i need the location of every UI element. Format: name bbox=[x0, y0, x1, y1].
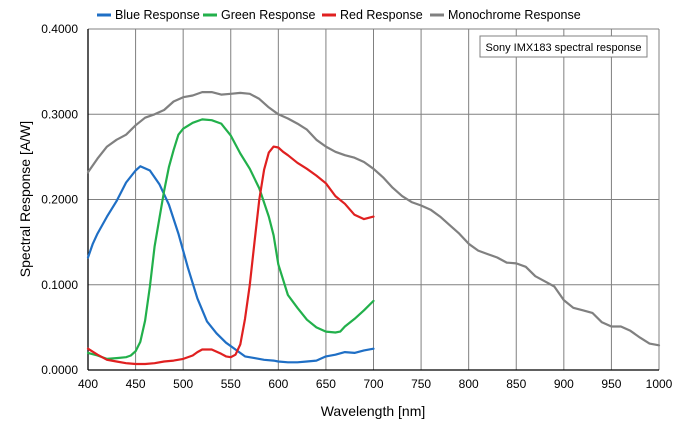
y-tick-label: 0.4000 bbox=[41, 22, 78, 36]
x-tick-label: 1000 bbox=[646, 377, 673, 391]
x-tick-label: 450 bbox=[126, 377, 146, 391]
legend: Blue Response Green Response Red Response M… bbox=[97, 8, 581, 22]
y-tick-label: 0.2000 bbox=[41, 193, 78, 207]
grid bbox=[87, 28, 660, 371]
series-line-green-response bbox=[86, 118, 375, 360]
x-tick-label: 950 bbox=[601, 377, 621, 391]
axes: 400 450 500 550 600 650 700 750 800 850 900 950 1000… bbox=[41, 22, 672, 391]
series-line-monochrome-response bbox=[86, 91, 661, 347]
x-tick-label: 500 bbox=[173, 377, 193, 391]
x-axis-title: Wavelength [nm] bbox=[321, 403, 426, 419]
x-tick-label: 700 bbox=[363, 377, 383, 391]
y-tick-label: 0.0000 bbox=[41, 363, 78, 377]
y-tick-label: 0.3000 bbox=[41, 107, 78, 121]
series-line-red-response bbox=[86, 145, 375, 366]
y-axis-title: Spectral Response [A/W] bbox=[17, 121, 33, 277]
x-tick-label: 600 bbox=[268, 377, 288, 391]
legend-label-blue-response: Blue Response bbox=[115, 8, 200, 22]
x-tick-label: 750 bbox=[411, 377, 431, 391]
legend-label-red-response: Red Response bbox=[340, 8, 423, 22]
x-tick-label: 800 bbox=[459, 377, 479, 391]
x-tick-label: 650 bbox=[316, 377, 336, 391]
annotation-text: Sony IMX183 spectral response bbox=[486, 42, 642, 54]
x-tick-label: 850 bbox=[506, 377, 526, 391]
x-tick-label: 400 bbox=[78, 377, 98, 391]
legend-label-monochrome-response: Monochrome Response bbox=[448, 8, 581, 22]
legend-label-green-response: Green Response bbox=[221, 8, 316, 22]
x-tick-label: 550 bbox=[221, 377, 241, 391]
x-tick-label: 900 bbox=[554, 377, 574, 391]
series-lines bbox=[86, 91, 661, 366]
series-line-blue-response bbox=[86, 165, 375, 364]
annotation-box: Sony IMX183 spectral response bbox=[479, 35, 648, 58]
y-tick-label: 0.1000 bbox=[41, 278, 78, 292]
